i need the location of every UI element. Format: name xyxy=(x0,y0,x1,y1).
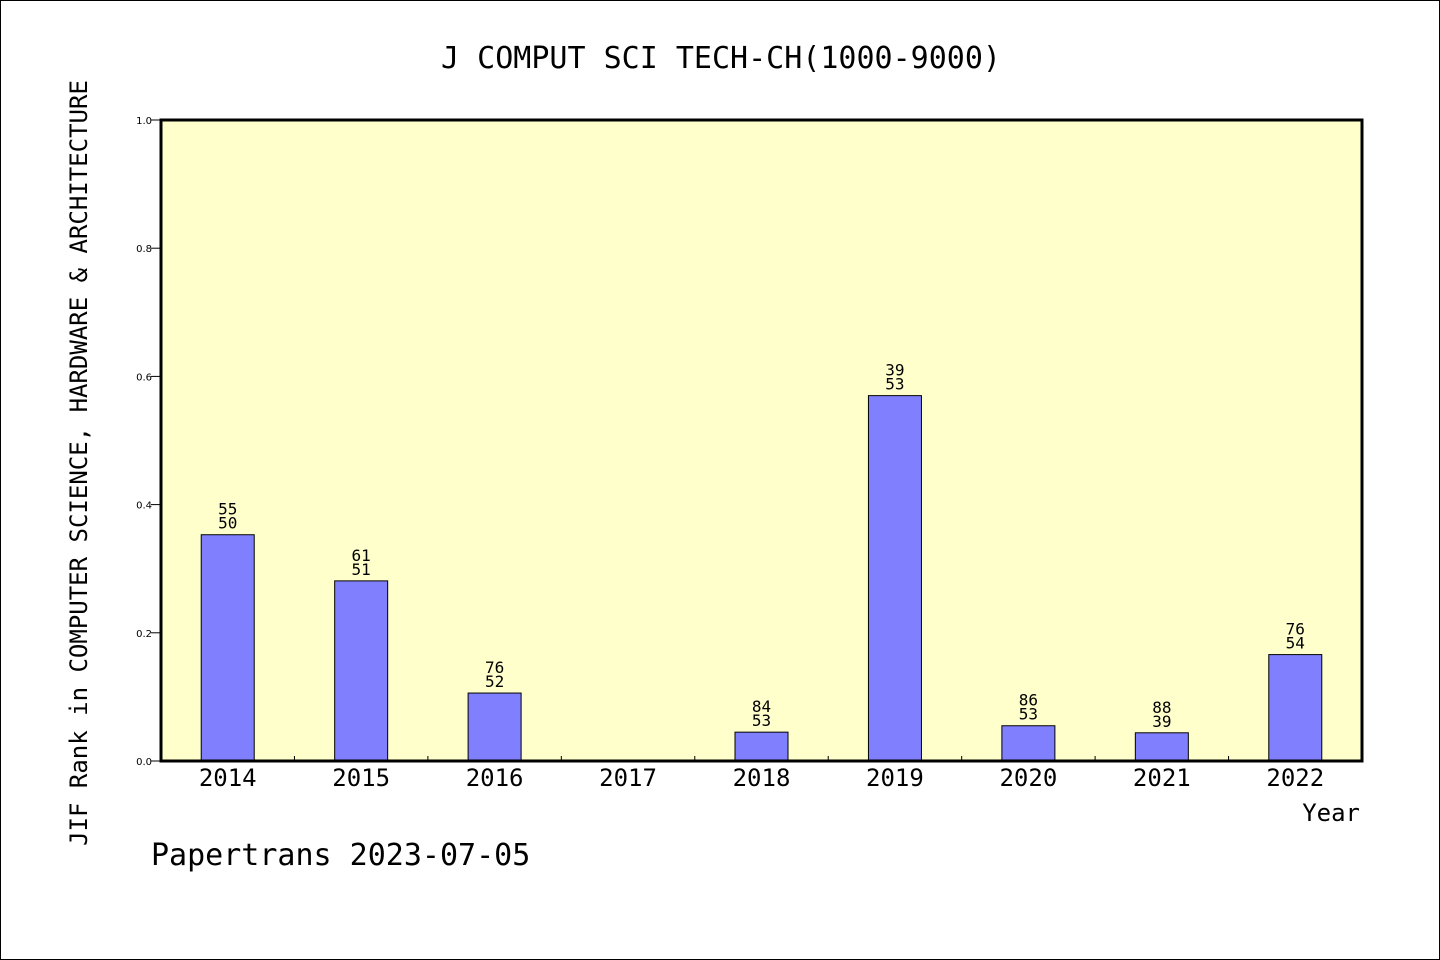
y-tick-label: 0.0 xyxy=(136,757,152,768)
x-axis: 2014 2015 2016 2017 2018 2019 2020 2021 2022 xyxy=(199,756,1324,792)
bar-label-top: 55 xyxy=(218,500,237,519)
bar xyxy=(1134,732,1189,762)
y-tick-label: 0.8 xyxy=(136,244,152,255)
bar-label-top: 76 xyxy=(1286,620,1305,639)
bar xyxy=(1001,725,1056,762)
bar xyxy=(867,395,922,762)
x-tick-label: 2020 xyxy=(999,764,1057,792)
bar-label-bottom: 39 xyxy=(1152,712,1171,731)
bar-label-top: 76 xyxy=(485,658,504,677)
y-tick-label: 0.4 xyxy=(136,501,152,512)
bar-label-top: 61 xyxy=(352,546,371,565)
bar xyxy=(734,731,789,762)
bar-label-bottom: 53 xyxy=(1019,705,1038,724)
bar-label-bottom: 54 xyxy=(1286,634,1305,653)
y-tick-label: 0.2 xyxy=(136,629,152,640)
bar-label-bottom: 53 xyxy=(752,711,771,730)
y-tick-label: 0.6 xyxy=(136,372,152,383)
bar xyxy=(1268,654,1323,762)
x-tick-label: 2019 xyxy=(866,764,924,792)
bar-label-top: 86 xyxy=(1019,691,1038,710)
bar-label-bottom: 51 xyxy=(352,560,371,579)
plot-border xyxy=(159,118,1364,763)
x-tick-label: 2017 xyxy=(599,764,657,792)
bar xyxy=(467,692,522,762)
x-tick-label: 2021 xyxy=(1133,764,1191,792)
bar-label-bottom: 52 xyxy=(485,672,504,691)
bar-label-top: 88 xyxy=(1152,698,1171,717)
x-tick-label: 2015 xyxy=(332,764,390,792)
bar xyxy=(200,534,255,762)
bar-label-top: 39 xyxy=(885,361,904,380)
bar-label-bottom: 53 xyxy=(885,375,904,394)
bar xyxy=(334,580,389,762)
chart-title: J COMPUT SCI TECH-CH(1000-9000) xyxy=(441,41,1001,76)
bars xyxy=(200,395,1323,762)
bar-label-bottom: 50 xyxy=(218,514,237,533)
bar-label-top: 84 xyxy=(752,697,771,716)
x-tick-label: 2016 xyxy=(466,764,524,792)
y-axis-label: JIF Rank in COMPUTER SCIENCE, HARDWARE &… xyxy=(65,80,93,846)
y-tick-label: 1.0 xyxy=(136,116,152,127)
x-axis-label: Year xyxy=(1302,799,1360,827)
footer-credit: Papertrans 2023-07-05 xyxy=(151,838,530,873)
y-axis: 0.0 0.2 0.4 0.6 0.8 1.0 xyxy=(136,116,161,768)
x-tick-label: 2022 xyxy=(1266,764,1324,792)
x-tick-label: 2014 xyxy=(199,764,257,792)
x-tick-label: 2018 xyxy=(733,764,791,792)
